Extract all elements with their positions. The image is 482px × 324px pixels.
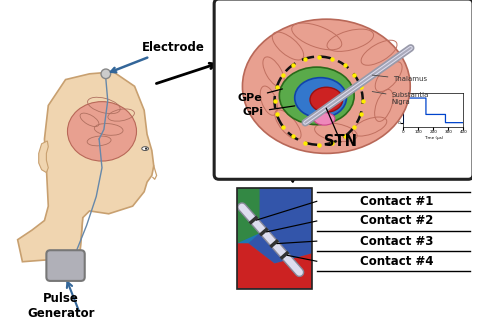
Circle shape xyxy=(145,147,147,150)
Text: Contact #3: Contact #3 xyxy=(360,235,433,248)
Bar xyxy=(237,188,312,289)
Ellipse shape xyxy=(67,102,136,161)
Polygon shape xyxy=(237,243,312,289)
Text: Pulse
Generator: Pulse Generator xyxy=(27,293,94,320)
Polygon shape xyxy=(18,72,154,262)
Text: Contact #2: Contact #2 xyxy=(360,214,433,227)
Text: Electrode: Electrode xyxy=(111,41,205,72)
Ellipse shape xyxy=(142,147,148,151)
Polygon shape xyxy=(248,188,312,263)
Text: Contact #4: Contact #4 xyxy=(360,255,433,268)
Polygon shape xyxy=(237,188,278,243)
Text: Substantia
Nigra: Substantia Nigra xyxy=(372,92,429,105)
Text: GPi: GPi xyxy=(243,106,295,117)
Text: Contact #1: Contact #1 xyxy=(360,195,433,208)
FancyBboxPatch shape xyxy=(214,0,473,179)
Bar xyxy=(237,188,312,289)
Polygon shape xyxy=(39,141,48,173)
Ellipse shape xyxy=(280,67,354,125)
FancyBboxPatch shape xyxy=(46,250,85,281)
Text: Thalamus: Thalamus xyxy=(372,75,428,83)
Ellipse shape xyxy=(295,78,347,118)
Circle shape xyxy=(101,69,110,79)
Ellipse shape xyxy=(242,19,410,153)
Ellipse shape xyxy=(310,87,343,112)
Ellipse shape xyxy=(314,113,335,125)
Text: GPe: GPe xyxy=(237,89,282,103)
Text: STN: STN xyxy=(324,134,357,149)
